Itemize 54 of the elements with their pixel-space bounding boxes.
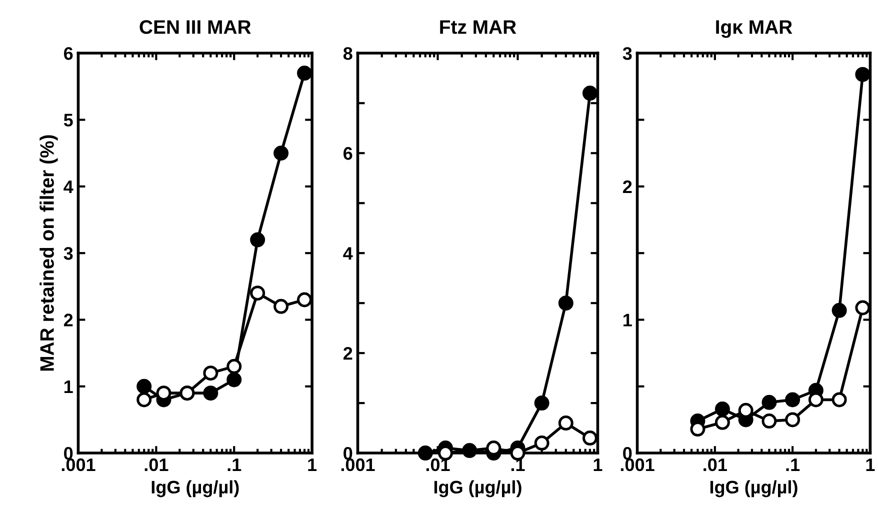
x-tick-label: .01 xyxy=(426,458,450,472)
point xyxy=(296,66,312,81)
x-axis-title: IgG (µg/µl) xyxy=(152,480,239,498)
point xyxy=(785,392,800,408)
y-tick-label: 0 xyxy=(64,446,73,460)
chart-title: CEN III MAR xyxy=(140,20,251,34)
point xyxy=(832,392,847,408)
x-axis-title: IgG (µg/µl) xyxy=(434,480,522,498)
point xyxy=(203,386,218,401)
x-tick-label: .001 xyxy=(620,458,654,472)
y-tick-label: 1 xyxy=(64,380,73,393)
y-tick-label: 0 xyxy=(344,446,352,460)
x-tick-label: .1 xyxy=(228,458,242,471)
point xyxy=(832,302,847,318)
y-tick-label: 6 xyxy=(64,47,73,60)
point xyxy=(203,366,218,381)
y-tick-label: 6 xyxy=(344,147,352,160)
x-tick-label: 1 xyxy=(594,458,602,471)
y-tick-label: 3 xyxy=(622,47,632,60)
point xyxy=(250,286,266,301)
y-tick-label: 5 xyxy=(64,114,73,127)
point xyxy=(274,146,289,161)
point xyxy=(226,372,242,388)
x-tick-label: .001 xyxy=(341,458,375,472)
y-tick-label: 2 xyxy=(64,314,73,326)
point xyxy=(855,300,870,316)
point xyxy=(714,414,730,430)
point xyxy=(296,292,312,308)
y-tick-label: 4 xyxy=(64,180,74,193)
x-tick-label: .1 xyxy=(786,458,800,471)
x-axis-title: IgG (µg/µl) xyxy=(710,480,798,498)
x-tick-label: .001 xyxy=(62,458,96,472)
point xyxy=(855,66,870,82)
y-tick-label: 8 xyxy=(343,47,352,60)
x-tick-label: .01 xyxy=(144,458,168,472)
y-tick-label: 3 xyxy=(64,247,73,260)
point xyxy=(762,414,777,429)
point xyxy=(274,298,289,314)
point xyxy=(762,394,777,410)
y-tick-label: 0 xyxy=(623,446,632,460)
x-tick-label: 1 xyxy=(308,458,317,471)
point xyxy=(226,358,242,374)
y-tick-label: 4 xyxy=(343,247,353,260)
point xyxy=(250,232,266,248)
x-tick-label: .01 xyxy=(704,458,727,472)
point xyxy=(785,412,800,428)
chart-title: Ftz MAR xyxy=(440,20,516,34)
x-tick-label: 1 xyxy=(866,458,875,471)
y-tick-label: 2 xyxy=(343,347,352,360)
y-axis-title: MAR retained on filter (%) xyxy=(40,135,58,371)
chart-title: Igκ MAR xyxy=(716,20,792,38)
point xyxy=(714,402,730,417)
y-tick-label: 1 xyxy=(624,314,632,326)
y-tick-label: 2 xyxy=(623,180,632,193)
